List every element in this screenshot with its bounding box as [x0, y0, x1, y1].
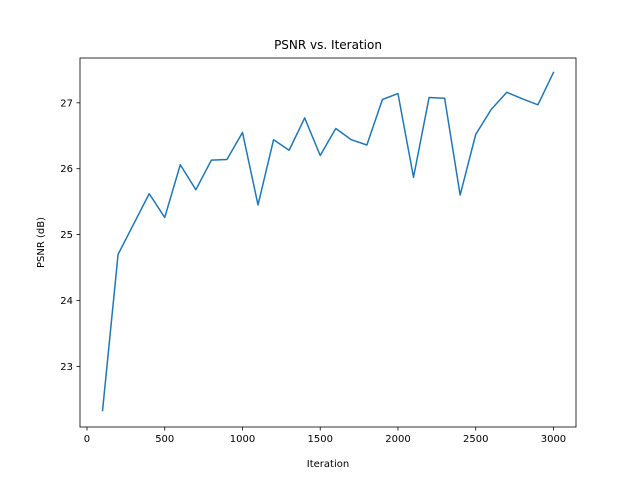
x-axis-title: Iteration [307, 459, 349, 470]
y-tick-label: 25 [60, 230, 73, 241]
axis-ticks: 0 500 1000 1500 2000 2500 3000 23 24 25 26 27 [60, 98, 566, 445]
x-tick-label: 3000 [541, 434, 566, 445]
y-tick-label: 23 [60, 362, 73, 373]
y-tick-label: 27 [60, 98, 73, 109]
chart-title: PSNR vs. Iteration [274, 38, 382, 52]
x-tick-label: 0 [84, 434, 90, 445]
y-axis-title: PSNR (dB) [36, 217, 47, 268]
plot-frame [79, 57, 577, 428]
y-tick-label: 24 [60, 296, 73, 307]
x-tick-label: 2000 [385, 434, 410, 445]
x-tick-label: 2500 [463, 434, 488, 445]
x-tick-label: 1500 [307, 434, 332, 445]
y-tick-label: 26 [60, 164, 73, 175]
x-tick-label: 1000 [230, 434, 255, 445]
psnr-series-line [101, 71, 555, 412]
plot-area [80, 58, 576, 427]
x-tick-label: 500 [155, 434, 174, 445]
